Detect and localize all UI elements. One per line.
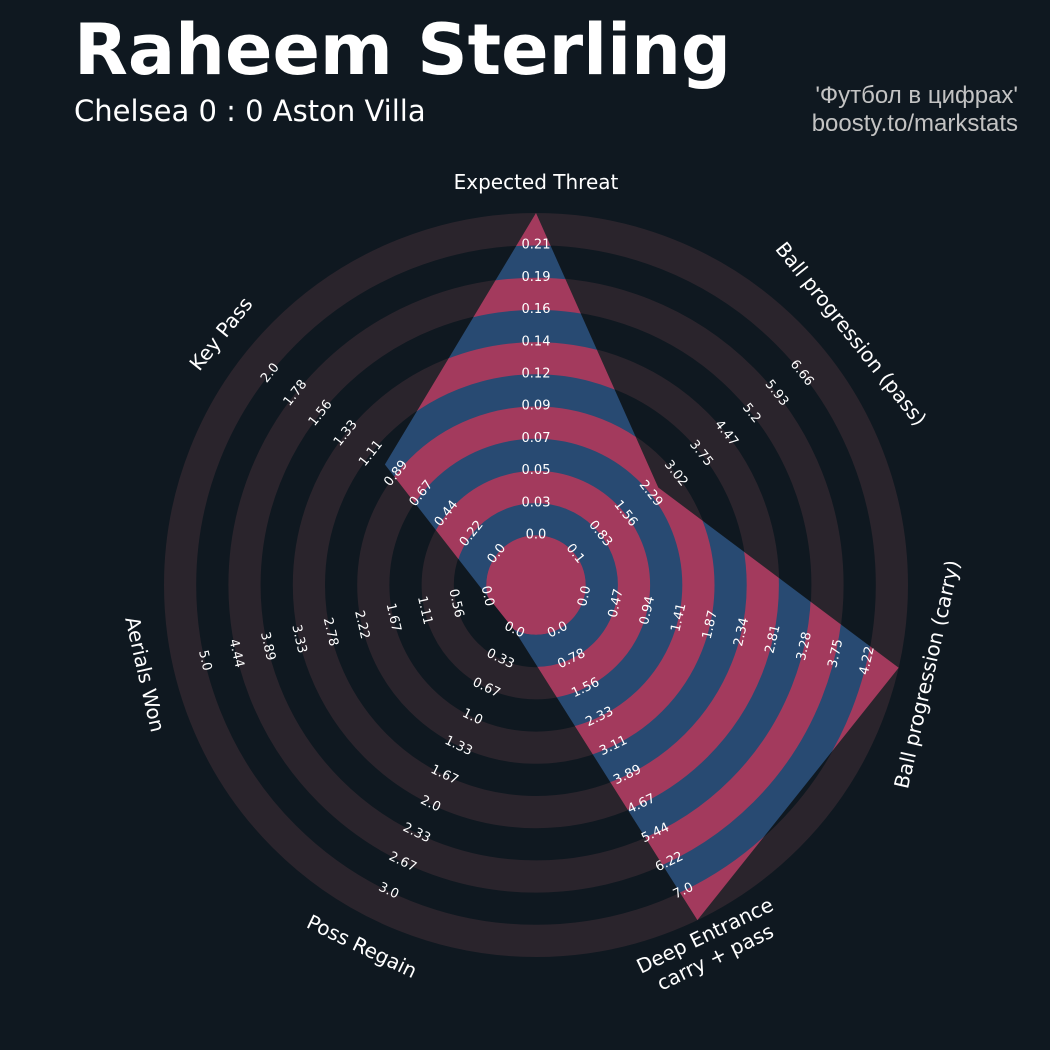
tick-label: 0.21: [522, 238, 551, 253]
tick-label: 3.89: [257, 631, 278, 663]
tick-label: 0.94: [637, 595, 658, 627]
tick-label: 1.87: [700, 609, 721, 641]
tick-label: 3.28: [794, 631, 815, 663]
tick-label: 1.41: [668, 602, 689, 634]
page-subtitle: Chelsea 0 : 0 Aston Villa: [74, 94, 426, 128]
axis-label: Aerials Won: [121, 614, 171, 734]
tick-label: 4.22: [857, 645, 878, 677]
tick-label: 2.34: [731, 616, 752, 648]
tick-label: 2.81: [763, 623, 784, 655]
tick-label: 0.16: [522, 302, 551, 317]
tick-label: 0.0: [575, 584, 594, 608]
tick-label: 1.11: [414, 595, 435, 627]
tick-label: 1.67: [383, 602, 404, 634]
tick-label: 0.12: [522, 367, 551, 382]
tick-label: 0.07: [522, 431, 551, 446]
tick-label: 3.75: [825, 638, 846, 670]
center-disc: [486, 535, 586, 635]
tick-label: 0.56: [445, 588, 466, 620]
tick-label: 0.47: [606, 588, 627, 620]
credit-line-1: 'Футбол в цифрах': [815, 82, 1018, 109]
tick-label: 0.19: [522, 270, 551, 285]
credit-line-2: boosty.to/markstats: [811, 110, 1018, 137]
page-title: Raheem Sterling: [74, 9, 732, 91]
tick-label: 0.09: [522, 399, 551, 414]
tick-label: 0.0: [478, 584, 497, 608]
tick-label: 2.22: [351, 609, 372, 641]
tick-label: 0.0: [526, 528, 547, 543]
tick-label: 0.03: [522, 495, 551, 510]
tick-label: 0.14: [522, 334, 551, 349]
tick-label: 4.44: [226, 638, 247, 670]
tick-label: 2.78: [320, 616, 341, 648]
axis-label: Expected Threat: [454, 170, 619, 194]
tick-label: 3.33: [288, 623, 309, 655]
tick-label: 0.05: [522, 463, 551, 478]
tick-label: 5.0: [195, 649, 214, 673]
